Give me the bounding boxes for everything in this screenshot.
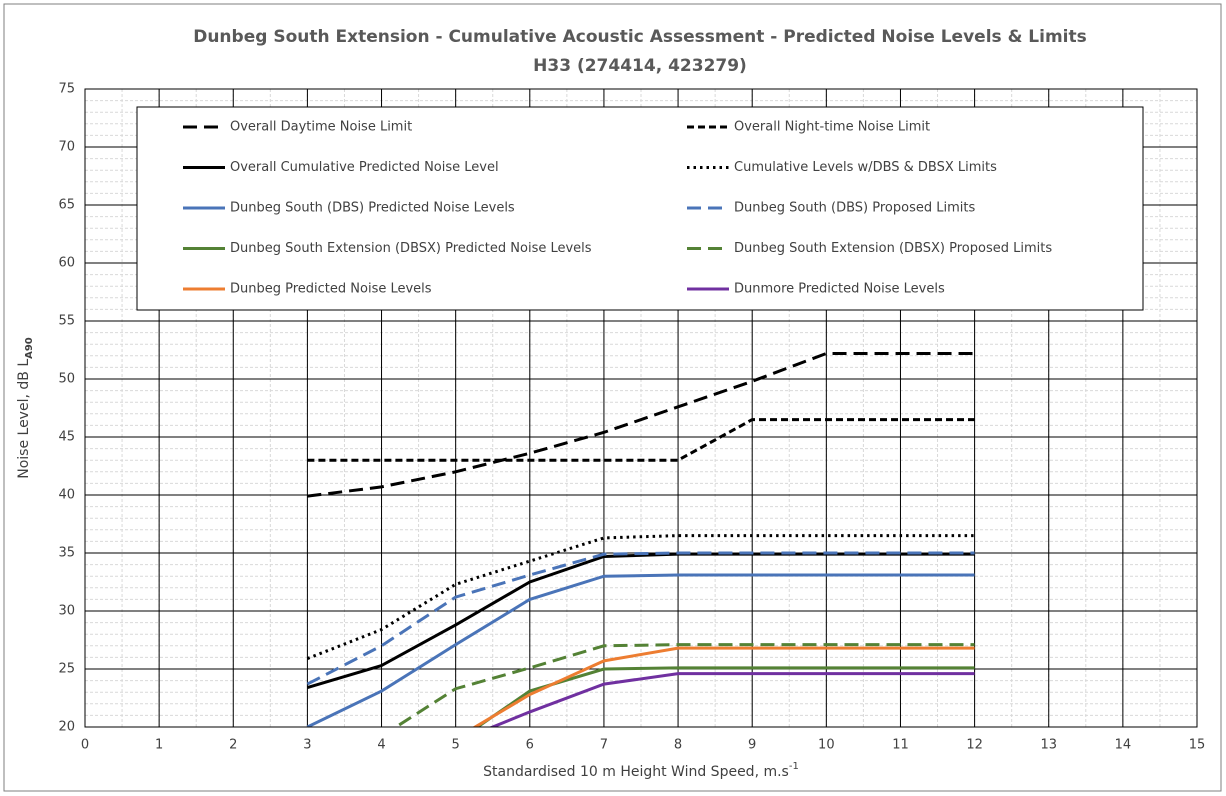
legend-box <box>136 106 1144 311</box>
series-line <box>488 672 975 727</box>
legend-label: Cumulative Levels w/DBS & DBSX Limits <box>734 160 997 175</box>
x-axis-label-main: Standardised 10 m Height Wind Speed, m.s <box>483 764 789 780</box>
x-tick-label: 9 <box>748 738 756 753</box>
y-axis-label-sub: A90 <box>24 337 35 359</box>
series-line <box>306 534 975 660</box>
x-tick-label: 10 <box>818 738 835 753</box>
x-tick-label: 7 <box>600 738 608 753</box>
x-tick-label: 2 <box>229 738 237 753</box>
series-line <box>306 551 975 686</box>
y-axis-label-main: Noise Level, dB L <box>16 359 32 479</box>
y-tick-label: 35 <box>58 546 75 561</box>
legend-label: Overall Night-time Noise Limit <box>734 120 930 135</box>
series-line <box>307 351 975 498</box>
legend-label: Dunmore Predicted Noise Levels <box>734 282 945 297</box>
x-tick-label: 0 <box>81 738 89 753</box>
x-tick-label: 3 <box>303 738 311 753</box>
x-axis-label-sup: -1 <box>789 761 799 772</box>
legend: Overall Daytime Noise Limit Overall Night… <box>136 106 1144 311</box>
plot-lines <box>306 351 975 727</box>
legend-label: Dunbeg South (DBS) Proposed Limits <box>734 201 975 216</box>
x-tick-label: 8 <box>674 738 682 753</box>
y-tick-label: 25 <box>58 662 75 677</box>
chart-title: Dunbeg South Extension - Cumulative Acou… <box>193 27 1087 47</box>
legend-label: Dunbeg South (DBS) Predicted Noise Level… <box>230 201 515 216</box>
x-tick-label: 13 <box>1040 738 1057 753</box>
legend-label: Dunbeg Predicted Noise Levels <box>230 282 432 297</box>
y-tick-label: 30 <box>58 604 75 619</box>
x-tick-label: 6 <box>526 738 534 753</box>
series-line <box>306 573 975 727</box>
series-line <box>393 643 975 727</box>
y-tick-label: 45 <box>58 430 75 445</box>
x-tick-label: 14 <box>1115 738 1132 753</box>
series-line <box>307 418 975 462</box>
legend-label: Overall Daytime Noise Limit <box>230 120 412 135</box>
legend-label: Overall Cumulative Predicted Noise Level <box>230 160 499 175</box>
series-line <box>306 552 975 689</box>
y-tick-label: 70 <box>58 140 75 155</box>
x-tick-label: 4 <box>377 738 385 753</box>
y-axis-label: Noise Level, dB LA90 <box>16 337 35 479</box>
legend-label: Dunbeg South Extension (DBSX) Proposed L… <box>734 241 1052 256</box>
x-axis-label: Standardised 10 m Height Wind Speed, m.s… <box>483 761 799 780</box>
y-tick-label: 20 <box>58 720 75 735</box>
x-tick-label: 15 <box>1189 738 1206 753</box>
y-tick-label: 55 <box>58 314 75 329</box>
x-tick-label: 5 <box>452 738 460 753</box>
y-tick-label: 60 <box>58 256 75 271</box>
y-tick-label: 75 <box>58 82 75 97</box>
x-tick-label: 1 <box>155 738 163 753</box>
y-tick-label: 40 <box>58 488 75 503</box>
y-tick-label: 50 <box>58 372 75 387</box>
x-tick-label: 12 <box>966 738 983 753</box>
y-tick-label: 65 <box>58 198 75 213</box>
x-tick-label: 11 <box>892 738 909 753</box>
plot-frame <box>84 88 1198 728</box>
series-line <box>472 646 975 727</box>
legend-label: Dunbeg South Extension (DBSX) Predicted … <box>230 241 592 256</box>
chart-subtitle: H33 (274414, 423279) <box>533 56 747 76</box>
